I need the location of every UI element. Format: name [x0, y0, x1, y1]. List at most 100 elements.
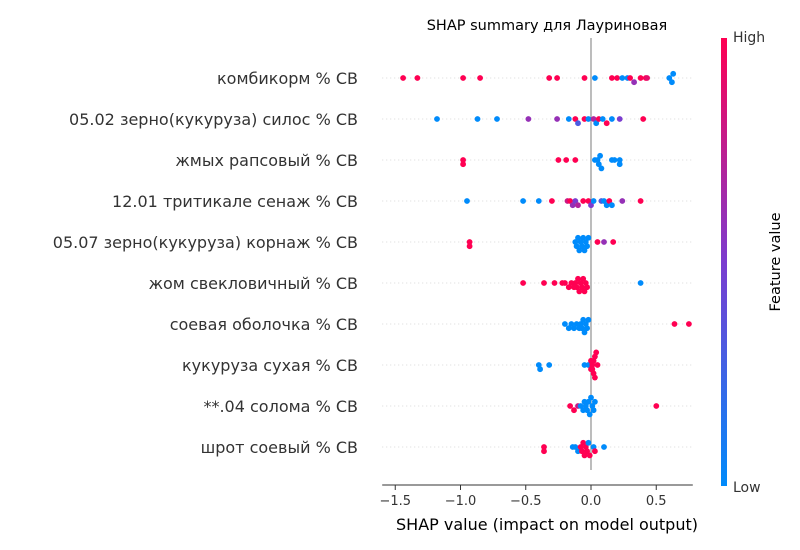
shap-point — [579, 448, 585, 455]
shap-point — [568, 321, 575, 327]
shap-point — [520, 198, 526, 204]
shap-point — [579, 243, 585, 250]
shap-point — [572, 157, 579, 163]
shap-point — [585, 439, 592, 446]
shap-point — [610, 239, 617, 245]
shap-point — [581, 452, 588, 459]
shap-point — [627, 75, 633, 81]
shap-point — [541, 448, 547, 455]
shap-point — [637, 198, 644, 204]
shap-point — [593, 349, 600, 356]
colorbar-label: Feature value — [768, 212, 784, 311]
shap-point — [611, 157, 618, 163]
shap-point — [585, 316, 592, 323]
shap-point — [575, 202, 581, 209]
shap-point — [585, 234, 592, 241]
shap-point — [581, 75, 588, 81]
feature-label: 05.07 зерно(кукуруза) корнаж % СВ — [53, 233, 358, 252]
shap-point — [584, 448, 590, 455]
shap-point — [541, 444, 547, 450]
shap-point — [580, 198, 587, 204]
shap-point — [588, 394, 594, 401]
shap-point — [565, 325, 572, 332]
shap-point — [671, 321, 678, 327]
shap-point — [573, 243, 580, 250]
shap-point — [567, 198, 573, 204]
shap-point — [460, 157, 466, 163]
feature-label: шрот соевый % СВ — [201, 438, 358, 457]
shap-point — [525, 116, 532, 122]
shap-point — [571, 407, 577, 414]
x-axis-label: SHAP value (impact on model output) — [396, 515, 698, 534]
shap-point — [637, 280, 644, 286]
shap-point — [595, 161, 602, 168]
shap-point — [580, 275, 587, 282]
shap-point — [614, 75, 620, 81]
shap-point — [414, 75, 421, 81]
shap-point — [546, 75, 553, 81]
shap-point — [619, 75, 626, 81]
shap-point — [581, 329, 588, 336]
shap-point — [590, 116, 597, 122]
shap-point — [590, 407, 597, 414]
feature-label: жмых рапсовый % СВ — [175, 151, 358, 170]
row-gridlines — [382, 77, 693, 448]
shap-point — [576, 247, 583, 254]
shap-point — [666, 75, 673, 81]
shap-point — [535, 198, 542, 204]
shap-point — [609, 116, 615, 122]
feature-label: комбикорм % СВ — [217, 69, 358, 88]
shap-point — [573, 321, 580, 327]
shap-point — [616, 157, 623, 163]
shap-point — [594, 239, 601, 245]
shap-point — [565, 284, 572, 291]
shap-point — [572, 116, 579, 122]
shap-point — [474, 116, 481, 122]
shap-point — [562, 280, 568, 286]
shap-point — [477, 75, 483, 81]
shap-point — [576, 288, 583, 295]
shap-point — [593, 120, 600, 127]
shap-point — [640, 116, 647, 122]
shap-point — [631, 79, 637, 86]
x-tick-label: 0.5 — [646, 494, 667, 509]
shap-point — [562, 321, 568, 327]
feature-label: соевая оболочка % СВ — [170, 315, 358, 334]
shap-point — [603, 202, 610, 209]
x-tick-label: 0.0 — [581, 494, 602, 509]
shap-point — [597, 152, 603, 159]
shap-point — [563, 157, 570, 163]
shap-point — [494, 116, 500, 122]
shap-point — [601, 444, 607, 450]
shap-point — [616, 116, 623, 122]
shap-point — [585, 198, 592, 204]
shap-point — [586, 411, 593, 418]
shap-point — [670, 70, 677, 77]
shap-point — [575, 275, 581, 282]
shap-point — [434, 116, 440, 122]
shap-point — [606, 198, 613, 204]
shap-point — [592, 75, 598, 81]
shap-point — [579, 325, 585, 332]
feature-label: **.04 солома % СВ — [203, 397, 358, 416]
shap-point — [541, 280, 547, 286]
shap-point — [616, 161, 623, 168]
colorbar — [721, 38, 727, 486]
shap-point — [555, 157, 562, 163]
feature-label: жом свекловичный % СВ — [149, 274, 358, 293]
shap-point — [601, 239, 607, 245]
shap-point — [585, 398, 592, 405]
shap-point — [619, 198, 626, 204]
shap-point — [588, 202, 594, 209]
feature-label: 12.01 тритикале сенаж % СВ — [112, 192, 358, 211]
shap-point — [637, 75, 644, 81]
shap-point — [565, 116, 572, 122]
shap-point — [460, 161, 466, 168]
shap-point — [400, 75, 406, 81]
shap-point — [580, 316, 587, 323]
shap-point — [686, 321, 692, 327]
shap-point — [584, 407, 590, 414]
shap-point — [572, 444, 579, 450]
shap-point — [584, 325, 590, 332]
